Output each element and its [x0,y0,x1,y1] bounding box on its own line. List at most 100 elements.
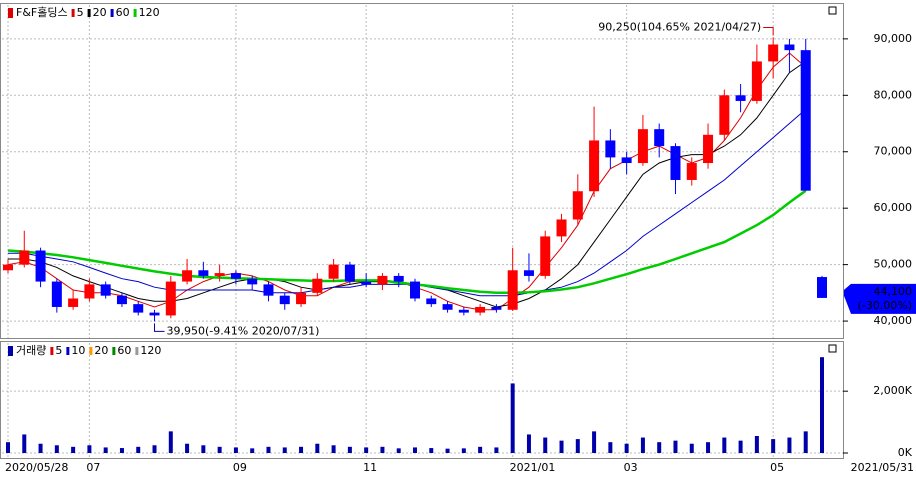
legend-label: 5 [77,6,84,19]
legend-swatch [8,8,13,18]
ma-line [7,52,807,311]
volume-bar [461,448,466,453]
candle-body [605,140,616,158]
volume-bar [754,436,759,453]
candle-body [84,284,95,299]
legend-swatch [133,9,137,17]
candle-body [703,134,714,164]
volume-bar [380,446,385,453]
volume-bar [771,439,776,453]
candle-body [100,284,111,296]
candle-body [475,306,486,313]
legend-swatch [135,347,139,355]
legend-swatch [66,347,70,355]
volume-bar [510,383,515,453]
volume-bar [217,446,222,453]
volume-bar [689,443,694,453]
maximize-button[interactable] [828,6,837,15]
volume-bar [592,431,597,453]
x-tick-label: 2020/05/28 [5,461,68,474]
volume-bar [315,443,320,453]
volume-bar [494,447,499,453]
candle-body [68,298,79,307]
legend-label: 120 [139,6,160,19]
volume-bar [22,434,27,453]
candle-body [686,163,697,180]
y-tick-label: 50,000 [874,258,913,271]
volume-bar [266,446,271,453]
candle-body [19,250,30,265]
legend-label: 10 [71,344,85,357]
candle-body [361,281,372,285]
volume-bar [364,447,369,453]
volume-bar [640,437,645,453]
candle-body [523,270,534,276]
annotation: 39,950(-9.41% 2020/07/31) [167,324,320,337]
candle-body [344,264,355,282]
candle-body [426,298,437,305]
volume-bar [673,440,678,453]
x-tick-label: 2021/05/31 [851,461,914,474]
candle-body [540,236,551,276]
volume-bar [299,446,304,453]
y-tick-label: 0K [898,446,913,459]
volume-bar [233,447,238,453]
x-tick-label: 11 [363,461,377,474]
volume-bar [250,448,255,453]
volume-bar [803,431,808,453]
volume-bar [185,443,190,453]
volume-bar [282,447,287,453]
legend-swatch [112,347,116,355]
volume-bar [559,440,564,453]
y-tick-label: 70,000 [874,145,913,158]
volume-bar [445,448,450,453]
legend-label: 60 [116,6,130,19]
candle-body [507,270,518,310]
candle-body [35,250,46,282]
candle-body [784,44,795,51]
candle-body [719,95,730,135]
candle-body [214,273,225,276]
candle-body [735,95,746,101]
legend-swatch [87,9,91,17]
legend-label: 5 [55,344,62,357]
candle-body [247,278,258,285]
volume-bar [413,447,417,453]
volume-bar [119,448,124,453]
volume-bar [6,442,10,453]
volume-bar [787,437,792,453]
candle-body [751,61,762,101]
x-tick-label: 2021/01 [510,461,556,474]
legend-label: 거래량 [16,344,46,357]
legend-swatch [8,346,13,356]
legend-swatch [50,347,54,355]
volume-bar [152,445,157,453]
candle-body [377,275,388,285]
volume-bar [87,445,92,453]
candle-body [149,312,160,316]
current-price: 44,100 [874,285,913,298]
candle-body [182,270,193,282]
candle-body [133,304,144,313]
candle-body [621,157,632,164]
candle-body [393,275,404,282]
ma-line [8,60,806,308]
x-tick-label: 09 [233,461,247,474]
candle-body [800,50,811,191]
volume-bar [168,431,173,453]
volume-bar [347,446,352,453]
volume-bar [136,446,141,453]
volume-bar [201,445,206,453]
volume-bar [543,437,548,453]
volume-bar [38,443,43,453]
candle-body [230,273,241,279]
candle-body [817,277,827,298]
volume-bar [575,439,580,453]
volume-bar [624,443,629,453]
candle-body [116,295,127,305]
y-tick-label: 60,000 [874,201,913,214]
maximize-button[interactable] [828,344,837,353]
candle-body [589,140,600,192]
volume-bar [738,440,743,453]
